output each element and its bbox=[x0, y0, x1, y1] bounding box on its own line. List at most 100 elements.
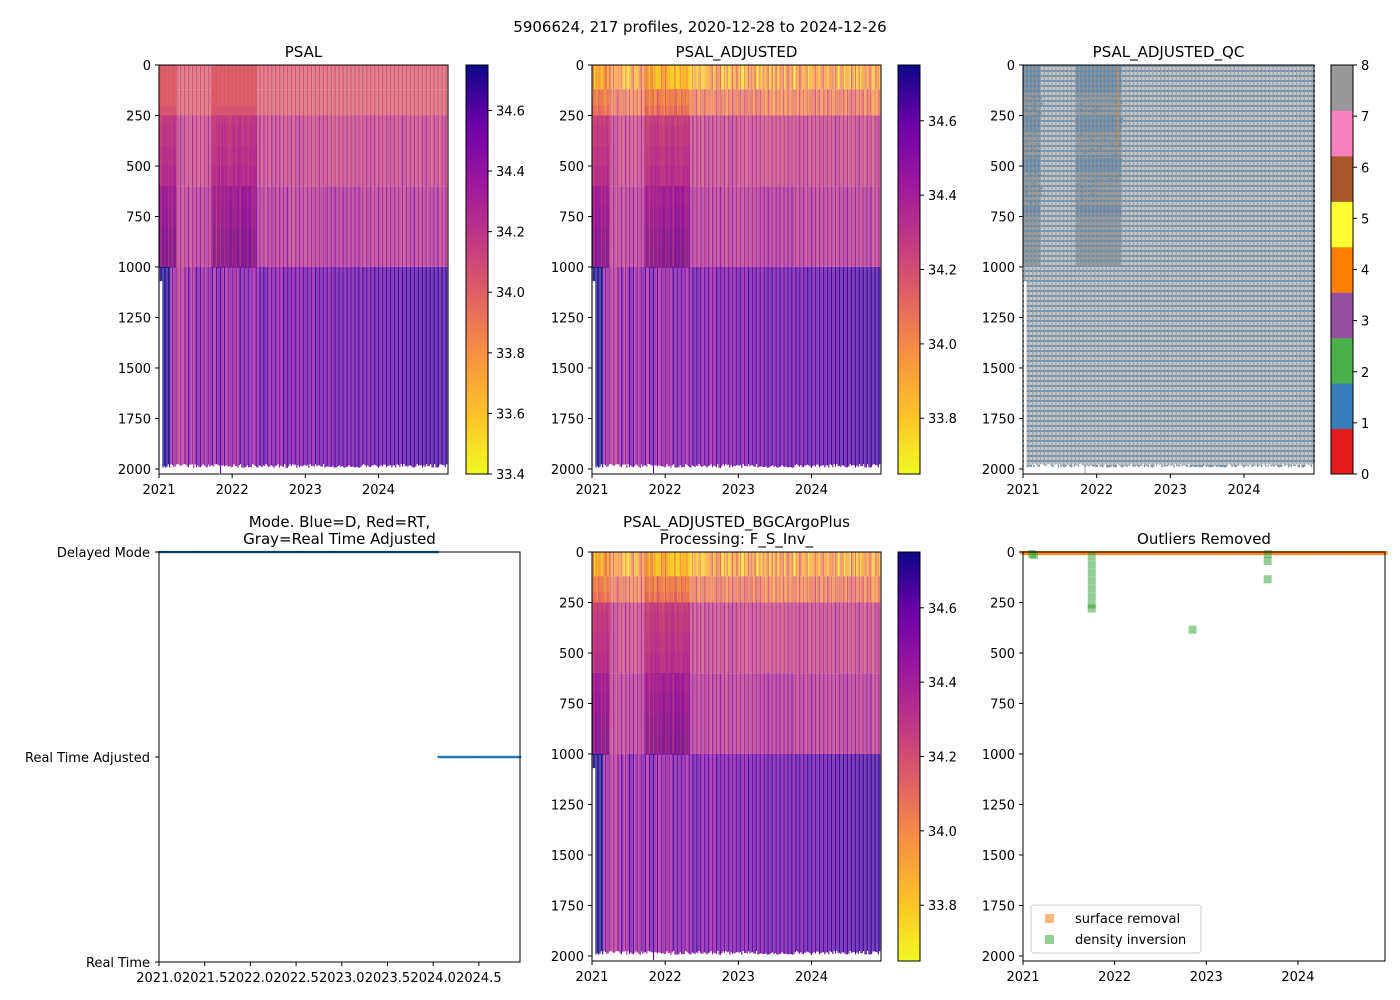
heat-cell bbox=[593, 85, 596, 106]
heat-cell bbox=[605, 572, 608, 593]
x-tick-label: 2021 bbox=[575, 483, 608, 498]
x-tick-label: 2023.0 bbox=[319, 971, 365, 986]
heat-cell bbox=[218, 206, 222, 228]
heat-cell bbox=[160, 246, 163, 268]
colorbar-tick-label: 34.0 bbox=[496, 286, 525, 301]
heat-cell bbox=[218, 145, 222, 167]
axes-frame bbox=[158, 551, 521, 963]
heat-cell bbox=[606, 733, 609, 755]
heat-cell bbox=[651, 652, 655, 674]
qc-speckle bbox=[1039, 102, 1043, 105]
heat-cell bbox=[605, 693, 608, 715]
axes-frame bbox=[158, 64, 449, 475]
y-tick-label: 0 bbox=[1007, 59, 1015, 74]
heat-cell bbox=[666, 733, 671, 755]
heat-cell bbox=[172, 65, 175, 86]
heat-cell bbox=[161, 165, 164, 187]
heat-cell bbox=[173, 105, 176, 127]
heat-cell bbox=[666, 165, 671, 187]
heat-cell bbox=[651, 246, 655, 268]
heat-cell bbox=[160, 226, 163, 248]
qc-speckle bbox=[1033, 103, 1037, 106]
heat-cell bbox=[605, 206, 608, 228]
heat-cell bbox=[594, 632, 597, 654]
heat-cell bbox=[593, 186, 596, 207]
colorbar-gradient bbox=[898, 65, 920, 474]
heat-cell bbox=[173, 186, 176, 207]
heat-cell bbox=[605, 592, 608, 614]
heat-cell bbox=[594, 165, 597, 187]
heat-cell bbox=[651, 632, 655, 654]
y-tick-label: Delayed Mode bbox=[57, 546, 150, 561]
heat-cell bbox=[666, 65, 671, 86]
y-tick-label: 2000 bbox=[118, 463, 151, 478]
y-tick-label: Real Time Adjusted bbox=[25, 751, 150, 766]
heat-cell bbox=[666, 226, 671, 248]
heat-cell bbox=[606, 105, 609, 127]
y-tick-label: 250 bbox=[990, 109, 1015, 124]
heat-cell bbox=[218, 105, 222, 127]
x-tick-label: 2022 bbox=[1080, 483, 1113, 498]
heat-cell bbox=[651, 572, 655, 593]
heat-cell bbox=[233, 85, 238, 106]
heat-cell bbox=[606, 673, 609, 694]
heat-cell bbox=[606, 125, 609, 147]
heat-cell bbox=[172, 125, 175, 147]
heat-cell bbox=[233, 165, 238, 187]
heat-cell bbox=[606, 226, 609, 248]
axes-frame bbox=[1022, 64, 1315, 475]
colorbar-segment bbox=[1331, 383, 1353, 430]
qc-speckle bbox=[1109, 168, 1113, 171]
heat-cell bbox=[173, 125, 176, 147]
x-tick-label: 2023 bbox=[289, 483, 322, 498]
heat-cell bbox=[651, 673, 655, 694]
heat-cell bbox=[606, 592, 609, 614]
heat-cell bbox=[593, 552, 596, 573]
heat-cell bbox=[605, 65, 608, 86]
heat-cell bbox=[605, 733, 608, 755]
colorbar-tick-label: 34.6 bbox=[496, 104, 525, 119]
colorbar-tick-label: 34.2 bbox=[496, 226, 525, 241]
heat-cell bbox=[593, 65, 596, 86]
heat-cell bbox=[172, 105, 175, 127]
panel-title: Mode. Blue=D, Red=RT, bbox=[249, 513, 431, 531]
colorbar-segment bbox=[1331, 246, 1353, 293]
heat-cell bbox=[651, 145, 655, 167]
heat-cell bbox=[666, 673, 671, 694]
heat-cell bbox=[173, 85, 176, 106]
y-tick-label: 500 bbox=[990, 160, 1015, 175]
heat-cell bbox=[161, 125, 164, 147]
heat-cell bbox=[606, 652, 609, 674]
heat-cell bbox=[160, 145, 163, 167]
heat-cell bbox=[593, 713, 596, 735]
heat-cell bbox=[606, 632, 609, 654]
qc-speckle bbox=[1024, 186, 1028, 189]
heat-cell bbox=[233, 125, 238, 147]
qc-speckle bbox=[1076, 183, 1080, 186]
heat-cell bbox=[606, 246, 609, 268]
heat-cell bbox=[173, 145, 176, 167]
qc-speckle bbox=[1094, 108, 1098, 111]
figure-suptitle: 5906624, 217 profiles, 2020-12-28 to 202… bbox=[513, 18, 886, 36]
heat-cell bbox=[594, 652, 597, 674]
heat-cell bbox=[233, 186, 238, 207]
heat-cell bbox=[172, 246, 175, 268]
colorbar-tick-label: 34.0 bbox=[928, 338, 957, 353]
colorbar-tick-label: 8 bbox=[1361, 59, 1369, 74]
y-tick-label: 750 bbox=[990, 210, 1015, 225]
heat-cell bbox=[172, 85, 175, 106]
heat-cell bbox=[666, 206, 671, 228]
y-tick-label: 1750 bbox=[982, 412, 1015, 427]
heat-cell bbox=[651, 713, 655, 735]
panel-psal-adjusted-qc: 0 1 2 3 4 5 6 7 8 2021 2022 2023 2024 0 250 500 750 1000 1… bbox=[982, 43, 1369, 498]
x-tick-label: 2024 bbox=[795, 483, 828, 498]
y-tick-label: 1000 bbox=[551, 261, 584, 276]
heat-cell bbox=[666, 85, 671, 106]
heat-cell bbox=[233, 105, 238, 127]
heat-cell bbox=[161, 105, 164, 127]
heat-cell bbox=[605, 552, 608, 573]
colorbar-tick-label: 0 bbox=[1361, 468, 1369, 483]
heat-cell bbox=[605, 612, 608, 634]
